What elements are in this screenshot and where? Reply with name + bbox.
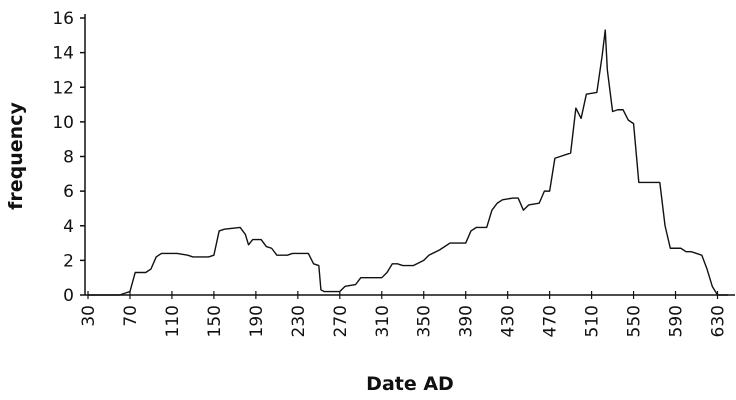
y-tick-label: 12 <box>52 78 74 98</box>
x-tick-label: 470 <box>541 305 561 337</box>
y-tick-label: 4 <box>63 217 74 237</box>
x-tick-label: 430 <box>499 305 519 337</box>
x-tick-label: 150 <box>205 305 225 337</box>
x-tick-label: 390 <box>457 305 477 337</box>
x-tick-label: 630 <box>709 305 729 337</box>
x-tick-label: 550 <box>625 305 645 337</box>
y-axis-title: frequency <box>5 102 27 210</box>
x-tick-label: 590 <box>667 305 687 337</box>
x-tick-label: 270 <box>331 305 351 337</box>
x-tick-label: 350 <box>415 305 435 337</box>
x-tick-label: 310 <box>373 305 393 337</box>
y-tick-label: 8 <box>63 148 74 168</box>
y-tick-label: 14 <box>52 44 74 64</box>
y-tick-label: 10 <box>52 113 74 133</box>
x-tick-label: 30 <box>79 305 99 327</box>
x-tick-label: 510 <box>583 305 603 337</box>
data-line <box>88 29 728 296</box>
x-tick-label: 190 <box>247 305 267 337</box>
x-axis-title: Date AD <box>366 373 454 395</box>
y-tick-label: 6 <box>63 182 74 202</box>
x-tick-label: 230 <box>289 305 309 337</box>
x-tick-label: 110 <box>163 305 183 337</box>
y-tick-label: 0 <box>63 286 74 306</box>
x-tick-label: 70 <box>121 305 141 327</box>
y-tick-label: 16 <box>52 9 74 29</box>
y-tick-label: 2 <box>63 251 74 271</box>
